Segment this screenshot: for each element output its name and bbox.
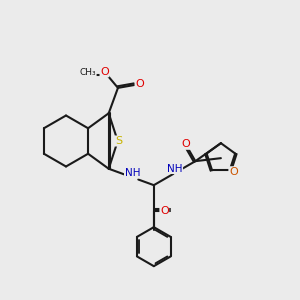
Text: O: O [181,139,190,149]
Text: S: S [115,136,122,146]
Text: O: O [135,79,144,89]
Text: NH: NH [167,164,183,173]
Text: CH₃: CH₃ [80,68,96,77]
Text: O: O [100,67,109,77]
Text: NH: NH [124,168,140,178]
Text: O: O [229,167,238,177]
Text: O: O [160,206,169,216]
